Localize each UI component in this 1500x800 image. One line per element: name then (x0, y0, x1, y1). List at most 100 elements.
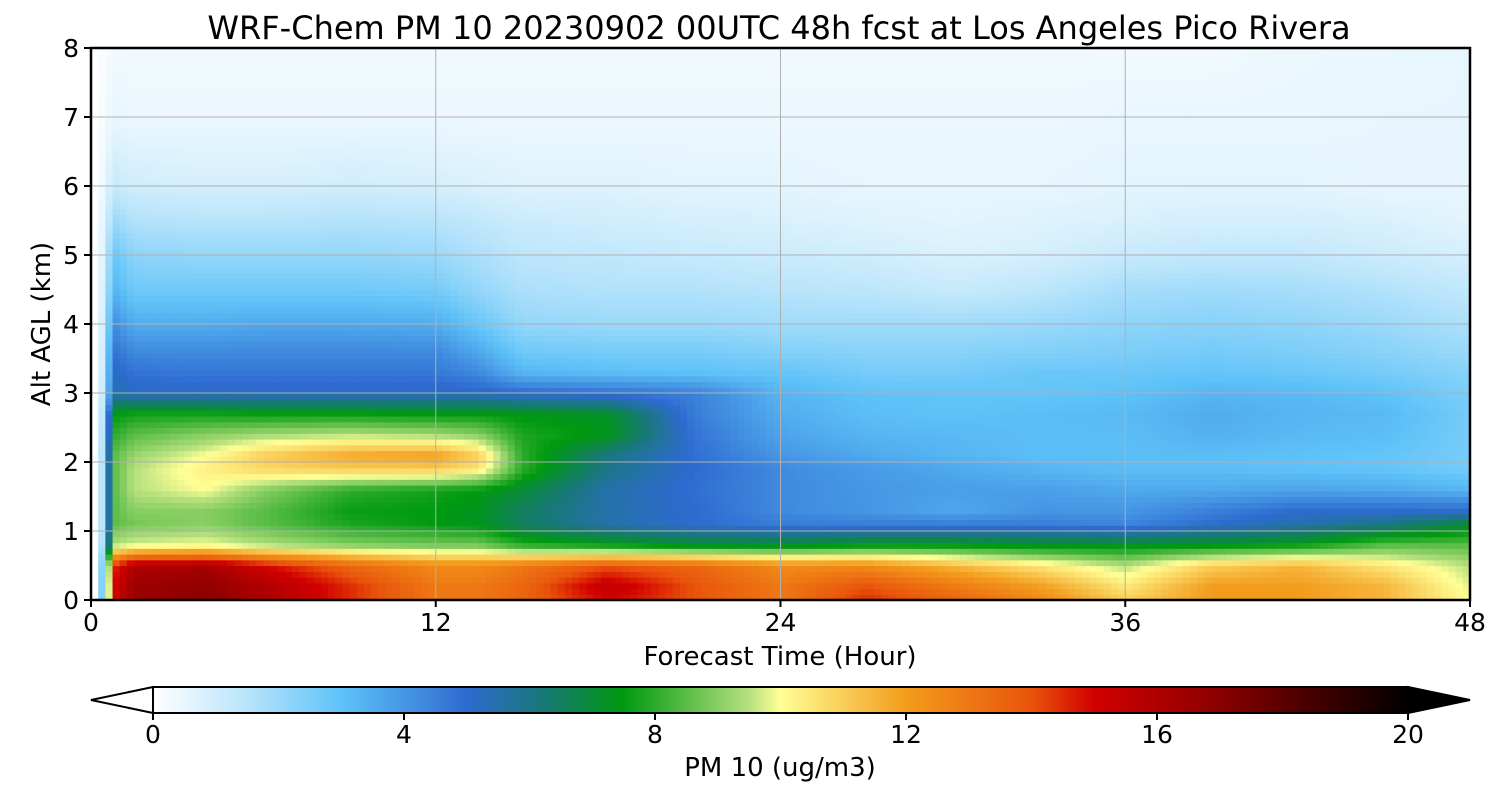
heatmap-cell (1060, 513, 1069, 521)
heatmap-cell (543, 456, 552, 463)
heatmap-cell (1455, 571, 1464, 578)
heatmap-cell (1326, 479, 1335, 486)
heatmap-cell (184, 473, 193, 480)
heatmap-cell (543, 565, 552, 572)
heatmap-cell (134, 571, 142, 578)
heatmap-cell (816, 577, 825, 584)
heatmap-cell (464, 473, 473, 480)
heatmap-cell (723, 508, 731, 515)
heatmap-cell (1290, 456, 1299, 463)
heatmap-cell (658, 519, 667, 526)
heatmap-cell (457, 513, 466, 521)
heatmap-cell (1067, 594, 1076, 601)
heatmap-cell (1455, 473, 1464, 480)
heatmap-cell (493, 577, 501, 584)
heatmap-cell (126, 490, 135, 498)
heatmap-cell (1046, 582, 1055, 590)
heatmap-cell (105, 479, 114, 486)
heatmap-cell (284, 559, 293, 567)
heatmap-cell (794, 508, 803, 515)
heatmap-cell (1211, 473, 1220, 480)
heatmap-cell (888, 502, 897, 509)
heatmap-cell (995, 554, 1004, 561)
heatmap-cell (1426, 456, 1435, 463)
heatmap-cell (263, 479, 272, 486)
heatmap-cell (1390, 554, 1399, 561)
heatmap-cell (536, 588, 545, 595)
heatmap-cell (773, 565, 782, 572)
heatmap-cell (1139, 571, 1148, 578)
heatmap-cell (399, 594, 408, 601)
heatmap-cell (198, 594, 207, 601)
heatmap-cell (471, 594, 480, 601)
heatmap-cell (967, 467, 976, 475)
heatmap-cell (328, 577, 336, 584)
heatmap-cell (866, 554, 875, 561)
heatmap-cell (629, 548, 638, 555)
heatmap-cell (1189, 542, 1198, 549)
heatmap-cell (407, 571, 415, 578)
heatmap-cell (356, 496, 365, 503)
heatmap-cell (198, 462, 207, 469)
heatmap-cell (593, 565, 602, 572)
heatmap-cell (557, 502, 566, 509)
heatmap-cell (1039, 554, 1047, 561)
heatmap-cell (1240, 582, 1248, 590)
heatmap-cell (1268, 536, 1277, 544)
heatmap-cell (974, 450, 983, 457)
heatmap-cell (1118, 594, 1126, 601)
heatmap-cell (1455, 577, 1464, 584)
heatmap-cell (299, 456, 308, 463)
heatmap-cell (931, 582, 940, 590)
heatmap-cell (177, 496, 185, 503)
heatmap-cell (565, 502, 573, 509)
heatmap-cell (672, 485, 681, 492)
heatmap-cell (924, 456, 932, 463)
heatmap-cell (378, 485, 387, 492)
heatmap-cell (1419, 473, 1428, 480)
heatmap-cell (1003, 559, 1011, 567)
heatmap-cell (1347, 577, 1356, 584)
heatmap-cell (787, 531, 796, 538)
heatmap-cell (363, 508, 372, 515)
heatmap-cell (881, 450, 889, 457)
heatmap-cell (802, 479, 810, 486)
heatmap-cell (1261, 508, 1270, 515)
heatmap-cell (371, 559, 379, 567)
heatmap-cell (852, 479, 861, 486)
heatmap-cell (91, 462, 99, 469)
heatmap-cell (1297, 588, 1306, 595)
heatmap-cell (809, 479, 818, 486)
heatmap-cell (1240, 542, 1248, 549)
heatmap-cell (119, 496, 128, 503)
heatmap-cell (1362, 548, 1371, 555)
heatmap-cell (399, 548, 408, 555)
heatmap-cell (399, 513, 408, 521)
heatmap-cell (665, 548, 674, 555)
heatmap-cell (543, 582, 552, 590)
heatmap-cell (909, 559, 918, 567)
heatmap-cell (1247, 554, 1256, 561)
heatmap-cell (105, 450, 114, 457)
heatmap-cell (1311, 502, 1320, 509)
heatmap-cell (450, 582, 458, 590)
heatmap-cell (500, 485, 509, 492)
heatmap-cell (579, 582, 588, 590)
heatmap-cell (1390, 531, 1399, 538)
heatmap-cell (1340, 559, 1349, 567)
heatmap-cell (895, 496, 904, 503)
heatmap-cell (665, 513, 674, 521)
heatmap-cell (830, 594, 839, 601)
heatmap-cell (148, 485, 157, 492)
heatmap-cell (299, 502, 308, 509)
heatmap-cell (608, 513, 616, 521)
heatmap-cell (184, 450, 193, 457)
heatmap-cell (313, 473, 322, 480)
heatmap-cell (909, 577, 918, 584)
heatmap-cell (1211, 496, 1220, 503)
heatmap-cell (981, 490, 990, 498)
heatmap-cell (737, 525, 746, 532)
heatmap-cell (1390, 450, 1399, 457)
heatmap-cell (1398, 565, 1406, 572)
heatmap-cell (1333, 525, 1342, 532)
